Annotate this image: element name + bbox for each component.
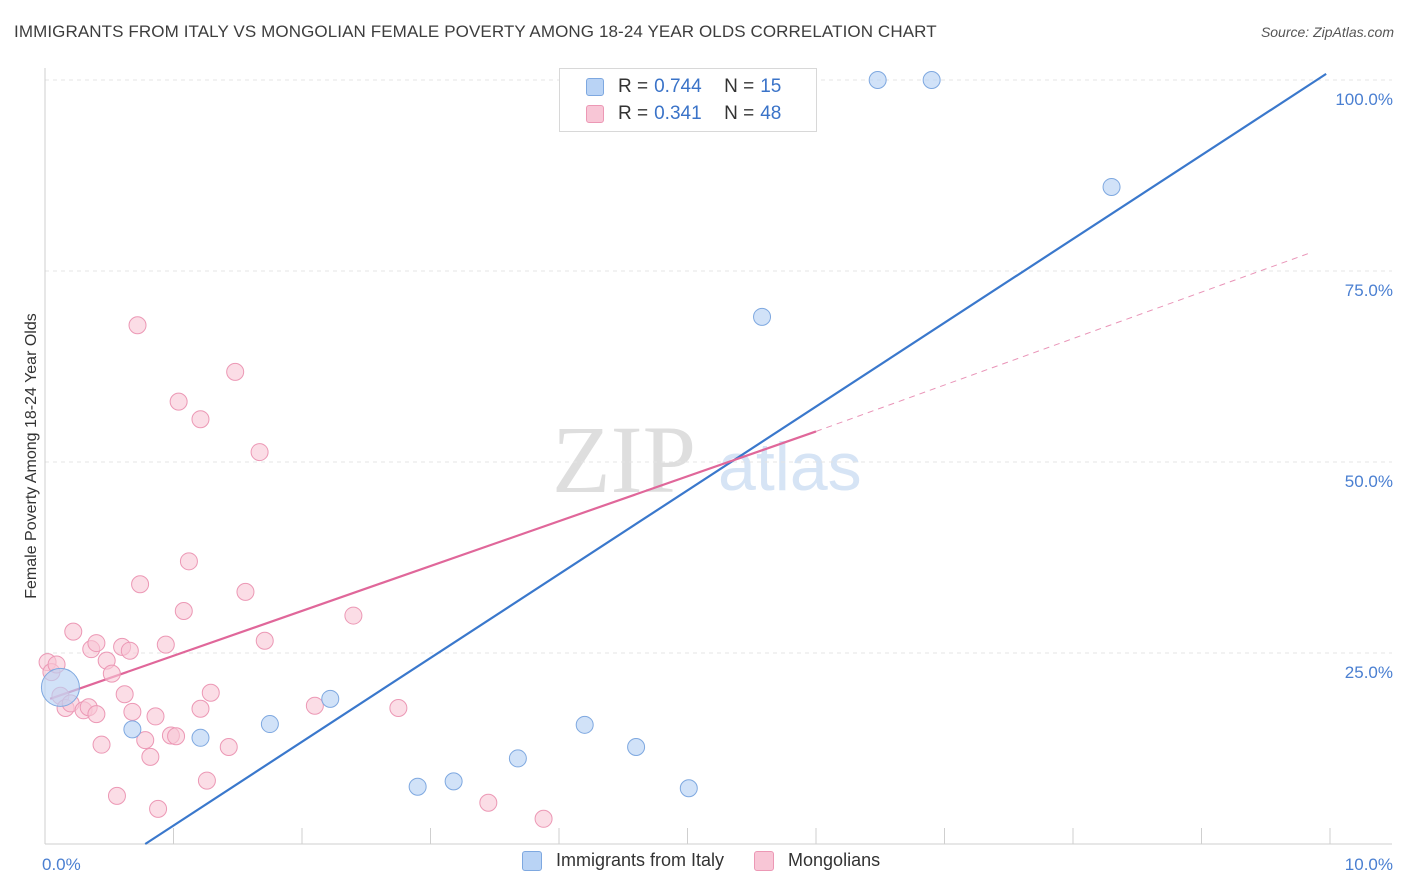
data-point-mongolians [174, 601, 193, 620]
legend-n-label: N = [724, 103, 755, 124]
legend-swatch-italy [522, 850, 542, 871]
data-point-italy [123, 720, 142, 739]
trendline-mongolians [49, 430, 817, 700]
data-point-italy [408, 777, 427, 796]
y-tick-label: 25.0% [1345, 663, 1393, 682]
legend-n-value-italy: 15 [760, 76, 782, 97]
trendline-mongolians-extension [815, 252, 1311, 432]
data-point-mongolians [344, 606, 363, 625]
data-point-mongolians [191, 699, 210, 718]
data-point-italy [679, 779, 698, 798]
data-point-mongolians [191, 410, 210, 429]
data-point-mongolians [219, 737, 238, 756]
data-point-mongolians [128, 316, 147, 335]
legend-swatch-mongolians [754, 850, 775, 871]
source-credit: Source: ZipAtlas.com [1260, 24, 1394, 40]
watermark: ZIP atlas [552, 406, 862, 513]
data-point-mongolians [64, 622, 83, 641]
data-point-mongolians [87, 634, 106, 653]
data-point-mongolians [156, 635, 175, 654]
data-point-mongolians [197, 771, 216, 790]
data-point-mongolians [534, 809, 553, 828]
series-legend: Immigrants from Italy Mongolians [522, 850, 910, 871]
data-point-mongolians [107, 786, 126, 805]
data-point-italy [753, 307, 772, 326]
data-point-mongolians [87, 705, 106, 724]
data-point-mongolians [92, 735, 111, 754]
data-point-mongolians [236, 582, 255, 601]
gridlines [45, 79, 1392, 654]
data-point-italy [922, 71, 941, 89]
data-point-italy [260, 715, 279, 734]
data-point-mongolians [250, 443, 269, 462]
legend-item-italy: Immigrants from Italy [522, 850, 724, 871]
y-tick-label: 100.0% [1335, 90, 1393, 109]
data-point-italy [508, 749, 527, 768]
data-point-mongolians [305, 696, 324, 715]
legend-r-label: R = [618, 103, 649, 124]
x-tick-label: 0.0% [42, 855, 81, 874]
data-point-italy [868, 71, 887, 89]
legend-r-label: R = [618, 76, 649, 97]
stats-legend: R = 0.744 N = 15 R = 0.341 N = 48 [559, 68, 817, 132]
chart-title: IMMIGRANTS FROM ITALY VS MONGOLIAN FEMAL… [14, 22, 937, 41]
legend-row-italy: R = 0.744 N = 15 [586, 74, 781, 100]
axes [44, 68, 1392, 845]
x-tick-label: 10.0% [1345, 855, 1393, 874]
tick-labels: 25.0% 50.0% 75.0% 100.0% 0.0% 10.0% [42, 90, 1393, 874]
data-point-mongolians [226, 362, 245, 381]
data-point-mongolians [102, 664, 121, 683]
legend-n-label: N = [724, 76, 755, 97]
data-point-italy [627, 737, 646, 756]
legend-label-mongolians: Mongolians [788, 850, 881, 870]
data-point-italy [321, 689, 340, 708]
series-italy [40, 71, 1121, 798]
y-tick-label: 50.0% [1345, 472, 1393, 491]
legend-swatch-mongolians [586, 105, 604, 123]
data-point-mongolians [141, 747, 160, 766]
data-point-italy [575, 715, 594, 734]
data-point-mongolians [167, 727, 186, 746]
data-point-italy [444, 772, 463, 791]
data-point-mongolians [149, 799, 168, 818]
data-point-italy [40, 667, 80, 707]
legend-row-mongolians: R = 0.341 N = 48 [586, 101, 781, 127]
data-point-mongolians [115, 685, 134, 704]
data-point-mongolians [389, 699, 408, 718]
data-point-mongolians [179, 552, 198, 571]
data-point-mongolians [169, 392, 188, 411]
trendlines [49, 72, 1327, 845]
legend-n-value-mongolians: 48 [760, 103, 782, 124]
legend-r-value-mongolians: 0.341 [654, 103, 702, 124]
data-point-mongolians [120, 641, 139, 660]
data-point-mongolians [136, 731, 155, 750]
legend-r-value-italy: 0.744 [654, 76, 702, 97]
watermark-zip: ZIP [552, 406, 696, 513]
y-tick-label: 75.0% [1345, 281, 1393, 300]
legend-swatch-italy [586, 78, 604, 96]
data-point-mongolians [201, 683, 220, 702]
data-point-italy [1102, 177, 1121, 196]
data-point-mongolians [255, 631, 274, 650]
data-point-mongolians [479, 793, 498, 812]
legend-item-mongolians: Mongolians [754, 850, 880, 871]
data-point-mongolians [146, 707, 165, 726]
data-point-mongolians [131, 575, 150, 594]
data-point-italy [191, 728, 210, 747]
data-point-mongolians [123, 702, 142, 721]
legend-label-italy: Immigrants from Italy [556, 850, 725, 870]
